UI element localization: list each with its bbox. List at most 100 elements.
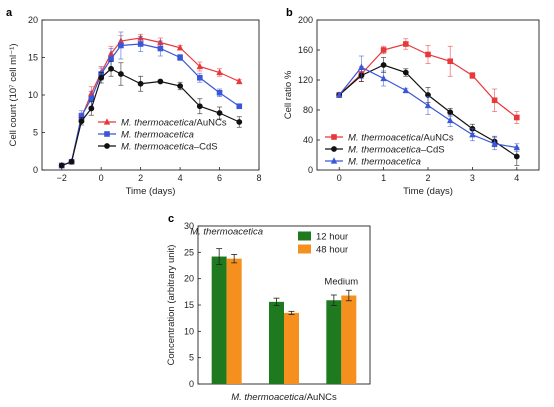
data-point (197, 74, 203, 81)
data-point (118, 42, 124, 49)
y-tick-label: 10 (184, 326, 194, 336)
data-point (380, 74, 387, 82)
series (58, 60, 243, 169)
data-point (157, 45, 164, 52)
data-point (176, 43, 184, 51)
data-point (157, 78, 164, 85)
data-point (78, 118, 85, 125)
bar (269, 301, 284, 384)
x-tick-label: 4 (178, 173, 183, 183)
legend-marker (104, 143, 110, 149)
legend-swatch (298, 244, 311, 254)
series (336, 38, 520, 124)
x-axis-label: Time (days) (126, 186, 176, 197)
x-tick-label: 4 (514, 173, 519, 183)
data-point (108, 56, 114, 62)
x-tick-label: 2 (138, 173, 143, 183)
data-point (216, 89, 223, 96)
y-tick-label: 15 (184, 300, 194, 310)
group-label: M. thermoacetica (190, 227, 263, 238)
data-point (336, 91, 343, 98)
y-tick-label: 5 (189, 353, 194, 363)
panel-label-b: b (286, 7, 293, 19)
data-point (58, 162, 65, 169)
data-point (491, 139, 498, 147)
data-point (513, 143, 520, 151)
y-axis-label: Cell ratio % (283, 70, 294, 119)
y-tick-label: 160 (298, 45, 313, 55)
y-tick-label: 25 (184, 247, 194, 257)
data-point (447, 109, 454, 116)
data-point (447, 58, 453, 65)
legend-marker (103, 118, 111, 125)
legend-marker (331, 134, 337, 140)
y-tick-label: 10 (28, 90, 38, 100)
data-point (216, 110, 223, 116)
data-point (88, 105, 95, 112)
y-tick-label: 5 (33, 128, 38, 138)
bar (341, 295, 357, 384)
y-tick-label: 0 (308, 165, 313, 175)
legend-label: M. thermoacetica/AuNCs (121, 117, 227, 128)
data-point (469, 72, 476, 79)
legend-marker (330, 157, 338, 164)
data-point (177, 54, 183, 61)
legend-label: M. thermoacetica (121, 129, 194, 140)
legend: 12 hour 48 hour (298, 231, 348, 256)
legend-marker (331, 146, 337, 152)
bar (326, 300, 342, 384)
legend-label: 48 hour (316, 245, 348, 256)
y-axis-label: Concentration (arbitrary unit) (166, 245, 177, 366)
data-point (108, 65, 114, 72)
x-tick-label: −2 (57, 173, 67, 183)
y-tick-label: 30 (184, 221, 194, 231)
data-point (380, 62, 387, 68)
data-point (514, 114, 520, 121)
x-tick-label: 2 (425, 173, 430, 183)
bar (284, 312, 299, 384)
data-point (196, 103, 203, 110)
data-point (236, 103, 243, 110)
legend-marker (104, 131, 110, 137)
y-tick-label: 120 (298, 75, 313, 85)
data-point (196, 62, 204, 70)
x-tick-label: 0 (337, 173, 342, 183)
legend-label: M. thermoacetica/AuNCs (348, 132, 454, 143)
x-tick-label: 1 (381, 173, 386, 183)
series (336, 55, 520, 152)
data-point (177, 83, 183, 89)
panel-label-c: c (168, 213, 174, 225)
x-axis-label: M. thermoacetica/AuNCs (231, 392, 337, 403)
data-point (491, 97, 498, 104)
legend-label: M. thermoacetica–CdS (348, 144, 445, 155)
y-axis-label: Cell count (10⁷ cell ml⁻¹) (8, 44, 19, 147)
y-tick-label: 80 (303, 105, 313, 115)
data-point (236, 77, 243, 85)
data-point (98, 74, 105, 81)
legend-label: M. thermoacetica–CdS (121, 141, 218, 152)
legend-swatch (298, 231, 311, 241)
y-tick-label: 15 (28, 53, 38, 63)
data-point (216, 68, 223, 76)
panel-label-a: a (6, 7, 13, 19)
data-point (513, 153, 520, 160)
y-tick-label: 200 (298, 15, 313, 25)
bar (211, 256, 227, 384)
data-point (137, 41, 144, 47)
data-point (402, 69, 409, 76)
data-point (425, 51, 431, 58)
x-tick-label: 8 (256, 173, 261, 183)
legend-label: M. thermoacetica (348, 156, 421, 167)
data-point (403, 41, 409, 47)
chart-a: −2 0 2 4 6 8 0 5 10 15 20 Time (days) Cell count (10… (8, 15, 262, 197)
y-tick-label: 20 (184, 274, 194, 284)
chart-c: 0 5 10 15 20 25 30 Concentration (arbitrary uni… (166, 221, 371, 403)
y-tick-label: 20 (28, 15, 38, 25)
legend-label: 12 hour (316, 232, 348, 243)
data-point (424, 101, 432, 109)
x-tick-label: 3 (470, 173, 475, 183)
data-point (118, 71, 124, 77)
